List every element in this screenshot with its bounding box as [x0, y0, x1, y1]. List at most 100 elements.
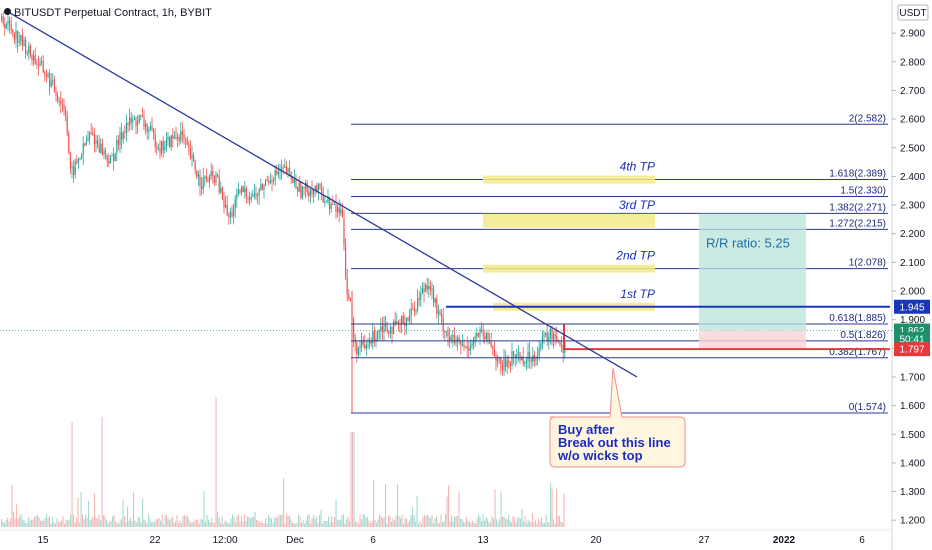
- volume-bar: [229, 523, 231, 527]
- volume-bar: [199, 523, 201, 527]
- volume-bar: [50, 523, 52, 527]
- candle-body: [157, 148, 159, 149]
- candle-body: [396, 321, 398, 324]
- candle-body: [226, 204, 228, 216]
- volume-bar: [118, 523, 120, 527]
- volume-bar: [557, 515, 559, 527]
- fib-label: 0.382(1.767): [829, 347, 886, 358]
- candle-body: [490, 342, 492, 347]
- volume-bar: [37, 514, 39, 527]
- volume-bar: [307, 515, 309, 527]
- candle-body: [129, 117, 131, 126]
- volume-bar: [209, 522, 211, 527]
- x-tick-label: 20: [590, 535, 602, 546]
- candle-body: [463, 344, 465, 347]
- candle-body: [245, 187, 247, 197]
- candle-body: [460, 341, 462, 346]
- candle-body: [23, 39, 25, 46]
- volume-bar: [355, 521, 357, 527]
- candle-body: [257, 195, 259, 197]
- candle-body: [42, 61, 44, 73]
- volume-bar: [439, 523, 441, 527]
- candle-body: [522, 356, 524, 365]
- volume-bar: [548, 522, 550, 527]
- volume-bar: [479, 516, 481, 527]
- candle-body: [415, 309, 417, 312]
- candle-body: [410, 308, 412, 316]
- volume-bar: [25, 522, 27, 527]
- candle-body: [252, 196, 254, 198]
- volume-bar: [107, 523, 109, 527]
- candle-body: [285, 166, 287, 174]
- candle-body: [258, 188, 260, 196]
- volume-bar: [73, 515, 75, 527]
- candle-body: [513, 351, 515, 356]
- candle-body: [26, 52, 28, 54]
- candle-body: [263, 185, 265, 191]
- volume-bar: [397, 484, 399, 527]
- volume-bar: [551, 488, 553, 527]
- candle-body: [295, 178, 297, 189]
- volume-bar: [478, 514, 480, 527]
- candle-body: [431, 288, 433, 291]
- candle-body: [356, 343, 358, 355]
- volume-bar: [286, 513, 288, 527]
- volume-bar: [533, 522, 535, 527]
- volume-bar: [146, 523, 148, 527]
- candle-body: [210, 171, 212, 176]
- volume-bar: [331, 516, 333, 527]
- volume-bar: [373, 480, 375, 527]
- candle-body: [362, 341, 364, 345]
- candle-body: [130, 117, 132, 123]
- candle-body: [373, 330, 375, 341]
- x-tick-label: 12:00: [212, 535, 237, 546]
- volume-bar: [503, 516, 505, 527]
- candle-body: [109, 155, 111, 164]
- x-tick-label: 13: [477, 535, 489, 546]
- candle-body: [300, 182, 302, 198]
- volume-bar: [41, 520, 43, 527]
- volume-bar: [437, 522, 439, 527]
- candle-body: [383, 324, 385, 333]
- volume-bar: [278, 514, 280, 527]
- volume-bar: [44, 518, 46, 527]
- candle-body: [117, 140, 119, 145]
- candle-body: [532, 355, 534, 362]
- volume-bar: [85, 514, 87, 527]
- volume-bar: [40, 520, 42, 527]
- candle-body: [58, 100, 60, 102]
- candle-body: [324, 201, 326, 203]
- candle-body: [495, 356, 497, 362]
- volume-bar: [70, 514, 72, 527]
- candle-body: [161, 141, 163, 153]
- volume-bar: [148, 514, 150, 527]
- candle-body: [233, 208, 235, 216]
- volume-bar: [322, 523, 324, 527]
- candle-body: [273, 180, 275, 182]
- candle-body: [89, 132, 91, 139]
- volume-bar: [535, 520, 537, 527]
- volume-bar: [208, 519, 210, 527]
- volume-bar: [298, 514, 300, 527]
- candle-body: [511, 351, 513, 366]
- candle-body: [309, 189, 311, 197]
- candle-body: [386, 326, 388, 332]
- volume-bar: [512, 516, 514, 527]
- volume-bar: [520, 518, 522, 527]
- volume-bar: [130, 517, 132, 527]
- candle-body: [274, 170, 276, 181]
- volume-bar: [481, 521, 483, 527]
- candle-body: [34, 55, 36, 64]
- y-tick-label: 2.000: [900, 287, 925, 298]
- candle-body: [466, 346, 468, 349]
- volume-bar: [26, 523, 28, 527]
- candle-body: [124, 132, 126, 134]
- volume-bar: [526, 523, 528, 527]
- volume-bar: [86, 517, 88, 527]
- candle-body: [404, 323, 406, 327]
- volume-bar: [386, 523, 388, 527]
- volume-bar: [281, 514, 283, 527]
- fib-label: 1.272(2.215): [829, 218, 886, 229]
- candle-body: [421, 288, 423, 294]
